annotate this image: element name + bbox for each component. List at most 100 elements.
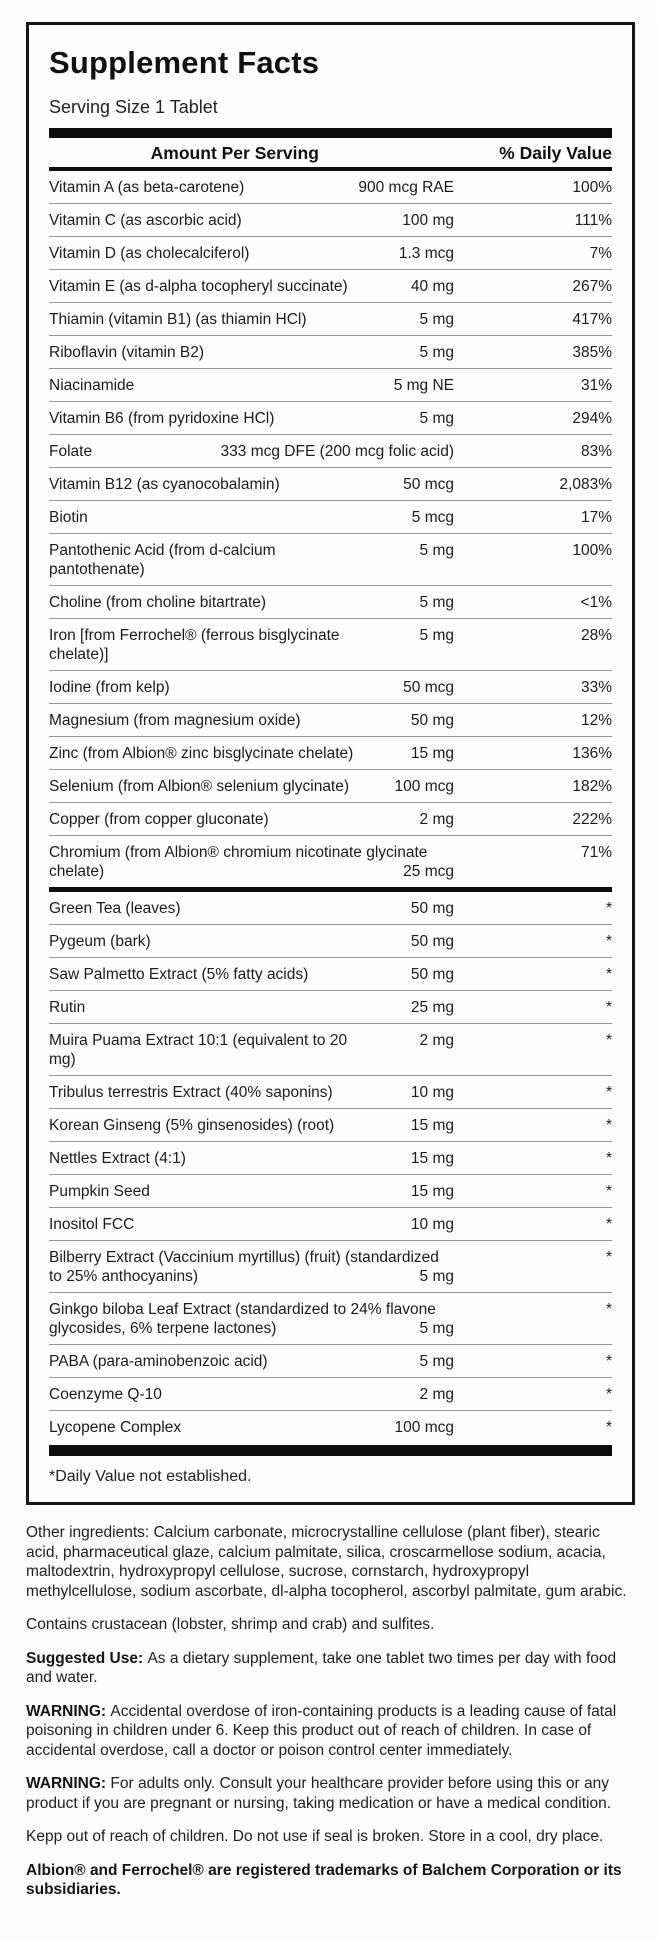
ingredient-daily-value: *	[605, 1116, 612, 1134]
ingredient-name: Lycopene Complex	[49, 1418, 182, 1436]
ingredient-row: Thiamin (vitamin B1) (as thiamin HCl) 5 m…	[49, 302, 612, 335]
ingredient-row: Iron [from Ferrochel® (ferrous bisglycin…	[49, 618, 612, 670]
ingredient-amount: 15 mg	[410, 1116, 454, 1134]
ingredient-daily-value: 100%	[572, 178, 612, 196]
ingredient-row: Ginkgo biloba Leaf Extract (standardized…	[49, 1292, 612, 1344]
ingredient-daily-value: 385%	[572, 343, 612, 361]
ingredient-row: Folate 333 mcg DFE (200 mcg folic acid) 83…	[49, 434, 612, 467]
footer-paragraph: Other ingredients: Calcium carbonate, mi…	[26, 1524, 627, 1600]
ingredient-name: PABA (para-aminobenzoic acid)	[49, 1352, 268, 1370]
footer-paragraph: Kepp out of reach of children. Do not us…	[26, 1828, 604, 1845]
ingredient-name: Inositol FCC	[49, 1215, 135, 1233]
ingredient-name: Bilberry Extract (Vaccinium myrtillus) (…	[49, 1248, 439, 1266]
ingredient-amount: 2 mg	[419, 1385, 454, 1403]
ingredient-row: Coenzyme Q-10 2 mg *	[49, 1377, 612, 1410]
ingredient-daily-value: 17%	[580, 508, 612, 526]
ingredient-daily-value: 136%	[572, 744, 612, 762]
ingredient-name: Tribulus terrestris Extract (40% saponin…	[49, 1083, 333, 1101]
footer-paragraph: Albion® and Ferrochel® are registered tr…	[26, 1861, 622, 1899]
column-spacer	[454, 1267, 612, 1286]
supplement-facts-panel: Supplement Facts Serving Size 1 Tablet A…	[26, 22, 635, 1505]
ingredient-row-line1: Chromium (from Albion® chromium nicotina…	[49, 843, 612, 862]
ingredient-name: Nettles Extract (4:1)	[49, 1149, 186, 1167]
ingredient-daily-value: *	[605, 899, 612, 917]
ingredient-row: Pantothenic Acid (from d-calcium pantoth…	[49, 533, 612, 585]
ingredient-daily-value: 182%	[572, 777, 612, 795]
ingredient-row-line2: to 25% anthocyanins) 5 mg	[49, 1267, 612, 1286]
ingredient-daily-value: *	[605, 1083, 612, 1101]
ingredient-daily-value: *	[605, 1215, 612, 1233]
ingredient-row: Vitamin D (as cholecalciferol) 1.3 mcg 7%	[49, 236, 612, 269]
ingredient-amount: 5 mg	[419, 541, 454, 559]
ingredient-amount: 5 mg	[419, 1352, 454, 1370]
ingredient-daily-value: 222%	[572, 810, 612, 828]
ingredient-daily-value: *	[605, 1300, 612, 1318]
ingredient-row: Vitamin B12 (as cyanocobalamin) 50 mcg 2,0…	[49, 467, 612, 500]
footer-paragraph: Contains crustacean (lobster, shrimp and…	[26, 1616, 435, 1633]
ingredient-row: Lycopene Complex 100 mcg *	[49, 1410, 612, 1443]
ingredient-amount: 50 mcg	[403, 475, 454, 493]
column-headers: Amount Per Serving % Daily Value	[49, 138, 612, 167]
ingredient-name: Korean Ginseng (5% ginsenosides) (root)	[49, 1116, 335, 1134]
supplement-label-page: Supplement Facts Serving Size 1 Tablet A…	[0, 22, 658, 1942]
paragraph-label: WARNING:	[26, 1702, 111, 1720]
ingredient-amount: 5 mg NE	[393, 376, 454, 394]
ingredient-row: Vitamin C (as ascorbic acid) 100 mg 111%	[49, 203, 612, 236]
ingredient-row: Choline (from choline bitartrate) 5 mg <1%	[49, 585, 612, 618]
ingredient-row: Selenium (from Albion® selenium glycinat…	[49, 769, 612, 802]
ingredient-daily-value: *	[605, 1248, 612, 1266]
ingredient-amount: 100 mcg	[394, 1418, 454, 1436]
ingredient-daily-value: 417%	[572, 310, 612, 328]
ingredient-name: Iodine (from kelp)	[49, 678, 170, 696]
ingredient-amount: 50 mg	[410, 899, 454, 917]
amount-column-header: Amount Per Serving	[150, 143, 319, 163]
footer-paragraph: WARNING: Accidental overdose of iron-con…	[26, 1702, 617, 1759]
ingredient-name-continued: to 25% anthocyanins)	[49, 1267, 199, 1285]
ingredient-name: Vitamin C (as ascorbic acid)	[49, 211, 242, 229]
ingredient-name: Niacinamide	[49, 376, 135, 394]
ingredient-name: Green Tea (leaves)	[49, 899, 181, 917]
ingredient-row: Vitamin E (as d-alpha tocopheryl succina…	[49, 269, 612, 302]
ingredient-name-continued: glycosides, 6% terpene lactones)	[49, 1319, 277, 1337]
ingredient-row: Pumpkin Seed 15 mg *	[49, 1174, 612, 1207]
ingredient-amount: 5 mg	[419, 310, 454, 328]
ingredient-row: PABA (para-aminobenzoic acid) 5 mg *	[49, 1344, 612, 1377]
ingredient-amount: 10 mg	[410, 1083, 454, 1101]
ingredient-daily-value: 2,083%	[559, 475, 612, 493]
ingredient-name: Biotin	[49, 508, 88, 526]
daily-value-footnote: *Daily Value not established.	[49, 1468, 252, 1485]
ingredient-name: Ginkgo biloba Leaf Extract (standardized…	[49, 1300, 436, 1318]
ingredient-amount: 1.3 mcg	[398, 244, 454, 262]
ingredient-name: Vitamin A (as beta-carotene)	[49, 178, 245, 196]
ingredient-row-line1: Ginkgo biloba Leaf Extract (standardized…	[49, 1300, 612, 1319]
ingredient-row: Nettles Extract (4:1) 15 mg *	[49, 1141, 612, 1174]
ingredient-name: Choline (from choline bitartrate)	[49, 593, 267, 611]
ingredient-row: Iodine (from kelp) 50 mcg 33%	[49, 670, 612, 703]
ingredient-row: Vitamin A (as beta-carotene) 900 mcg RAE 1…	[49, 171, 612, 203]
ingredient-amount: 5 mg	[419, 1267, 454, 1285]
ingredient-row-line1: Bilberry Extract (Vaccinium myrtillus) (…	[49, 1248, 612, 1267]
ingredient-name: Pumpkin Seed	[49, 1182, 150, 1200]
ingredient-row: Riboflavin (vitamin B2) 5 mg 385%	[49, 335, 612, 368]
ingredient-amount: 5 mcg	[411, 508, 454, 526]
ingredient-row: Biotin 5 mcg 17%	[49, 500, 612, 533]
ingredient-name: Vitamin B6 (from pyridoxine HCl)	[49, 409, 275, 427]
ingredient-row: Korean Ginseng (5% ginsenosides) (root) 1…	[49, 1108, 612, 1141]
ingredient-row: Muira Puama Extract 10:1 (equivalent to …	[49, 1023, 612, 1075]
ingredient-daily-value: *	[605, 1031, 612, 1049]
ingredient-daily-value: 294%	[572, 409, 612, 427]
ingredient-amount: 2 mg	[419, 1031, 454, 1049]
ingredient-row: Saw Palmetto Extract (5% fatty acids) 50 …	[49, 957, 612, 990]
panel-title: Supplement Facts	[49, 45, 320, 80]
ingredient-name: Riboflavin (vitamin B2)	[49, 343, 205, 361]
ingredient-name: Thiamin (vitamin B1) (as thiamin HCl)	[49, 310, 307, 328]
ingredient-daily-value: 267%	[572, 277, 612, 295]
ingredient-name: Vitamin B12 (as cyanocobalamin)	[49, 475, 280, 493]
footer-paragraph: WARNING: For adults only. Consult your h…	[26, 1775, 612, 1812]
ingredient-row: Magnesium (from magnesium oxide) 50 mg 12%	[49, 703, 612, 736]
ingredient-daily-value: 111%	[574, 211, 612, 229]
ingredient-row: Zinc (from Albion® zinc bisglycinate che…	[49, 736, 612, 769]
ingredient-daily-value: 12%	[580, 711, 612, 729]
ingredient-name: Coenzyme Q-10	[49, 1385, 162, 1403]
ingredient-row: Pygeum (bark) 50 mg *	[49, 924, 612, 957]
